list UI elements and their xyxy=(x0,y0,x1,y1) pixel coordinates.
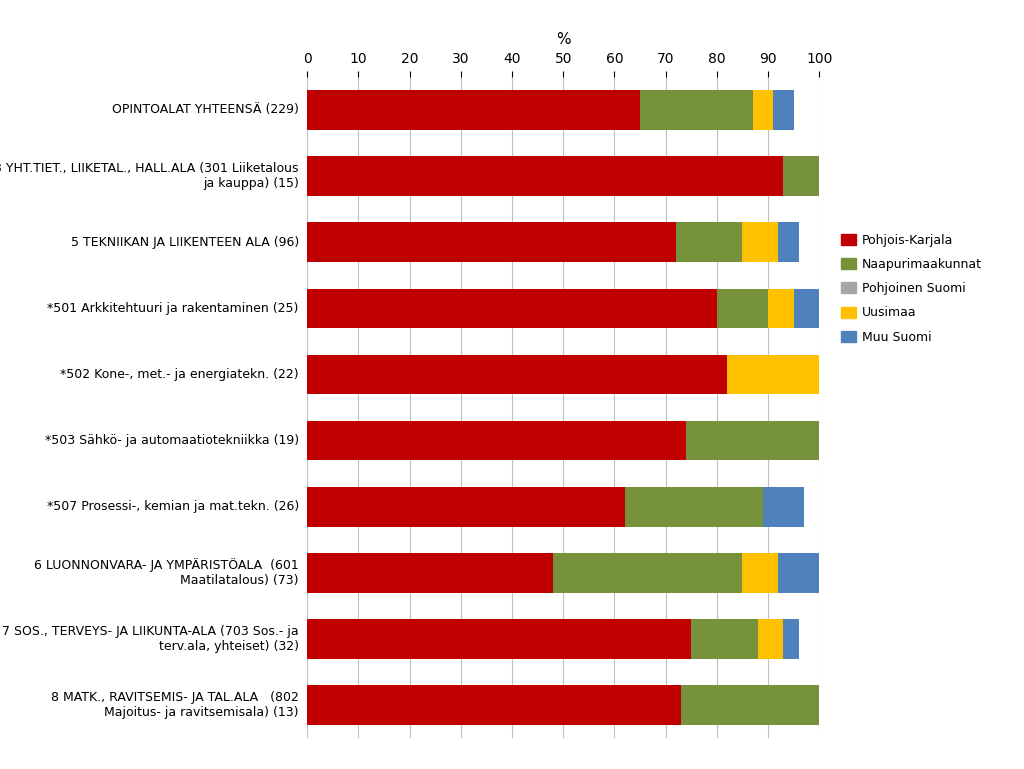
Bar xyxy=(778,553,819,593)
Bar xyxy=(307,487,625,527)
Bar xyxy=(307,222,676,262)
Bar xyxy=(742,222,778,262)
Bar xyxy=(691,619,758,659)
Bar xyxy=(307,156,783,196)
Bar xyxy=(717,288,768,328)
Bar xyxy=(553,553,742,593)
Bar xyxy=(676,222,742,262)
Bar xyxy=(681,685,819,725)
Bar xyxy=(307,288,717,328)
Bar xyxy=(307,619,691,659)
Bar xyxy=(773,90,794,130)
X-axis label: %: % xyxy=(556,32,570,47)
Legend: Pohjois-Karjala, Naapurimaakunnat, Pohjoinen Suomi, Uusimaa, Muu Suomi: Pohjois-Karjala, Naapurimaakunnat, Pohjo… xyxy=(836,228,987,348)
Bar xyxy=(307,685,681,725)
Bar xyxy=(783,156,819,196)
Bar xyxy=(753,90,773,130)
Bar xyxy=(727,355,819,394)
Bar xyxy=(794,288,819,328)
Bar xyxy=(763,487,804,527)
Bar xyxy=(307,355,727,394)
Bar xyxy=(778,222,799,262)
Bar xyxy=(307,553,553,593)
Bar xyxy=(758,619,783,659)
Bar xyxy=(783,619,799,659)
Bar xyxy=(742,553,778,593)
Bar xyxy=(640,90,753,130)
Bar xyxy=(307,90,640,130)
Bar xyxy=(307,421,686,461)
Bar xyxy=(686,421,819,461)
Bar xyxy=(625,487,763,527)
Bar xyxy=(768,288,794,328)
